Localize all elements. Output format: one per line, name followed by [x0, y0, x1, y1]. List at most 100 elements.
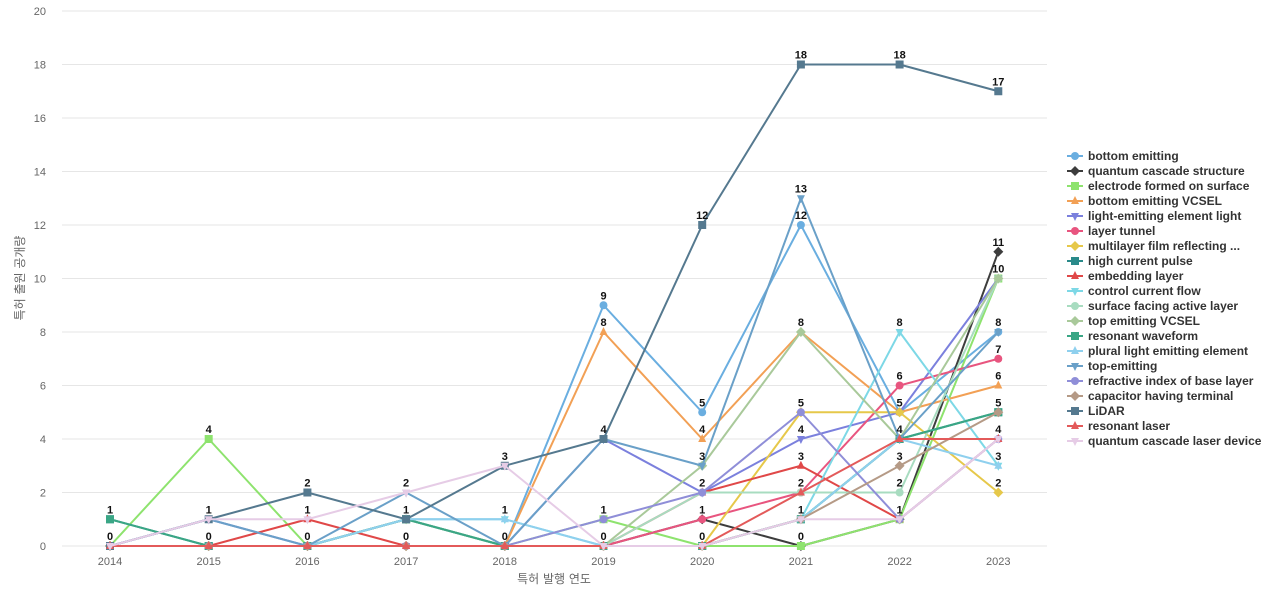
data-point[interactable]	[994, 354, 1003, 363]
data-point[interactable]	[796, 542, 805, 550]
legend-marker[interactable]	[1071, 227, 1079, 235]
data-point[interactable]	[796, 195, 805, 204]
legend-item[interactable]: embedding layer	[1067, 269, 1184, 283]
data-point[interactable]	[204, 541, 213, 549]
legend-item[interactable]: LiDAR	[1067, 404, 1125, 418]
data-point[interactable]	[993, 246, 1004, 257]
legend-item[interactable]: control current flow	[1067, 284, 1201, 298]
series-line[interactable]	[110, 411, 999, 547]
legend-marker[interactable]	[1070, 391, 1080, 401]
data-point[interactable]	[698, 408, 707, 417]
data-point[interactable]	[994, 460, 1003, 469]
legend-marker[interactable]	[1071, 196, 1079, 204]
data-point[interactable]	[993, 407, 1004, 418]
series-16[interactable]	[105, 407, 1004, 551]
legend-item[interactable]: surface facing active layer	[1067, 299, 1238, 313]
data-point[interactable]	[796, 460, 805, 469]
data-point[interactable]	[796, 60, 805, 69]
data-point[interactable]	[303, 516, 312, 525]
legend-item[interactable]: quantum cascade structure	[1067, 164, 1245, 178]
data-point[interactable]	[895, 381, 904, 390]
series-line[interactable]	[110, 411, 999, 547]
data-point[interactable]	[402, 489, 411, 498]
data-point[interactable]	[599, 301, 608, 310]
data-point[interactable]	[106, 515, 114, 524]
series-19[interactable]	[106, 436, 1003, 551]
data-point[interactable]	[500, 514, 509, 523]
legend-item[interactable]: multilayer film reflecting ...	[1067, 239, 1240, 253]
legend-marker[interactable]	[1071, 332, 1079, 340]
series-14[interactable]	[106, 195, 1003, 551]
legend-item[interactable]: light-emitting element light	[1067, 209, 1241, 223]
legend-item[interactable]: capacitor having terminal	[1067, 389, 1233, 403]
legend-marker[interactable]	[1071, 377, 1079, 385]
legend-marker[interactable]	[1070, 166, 1080, 176]
data-point[interactable]	[303, 541, 312, 549]
data-point[interactable]	[204, 516, 213, 525]
series-line[interactable]	[109, 411, 999, 547]
legend-item[interactable]: high current pulse	[1067, 254, 1193, 268]
data-point[interactable]	[796, 487, 805, 496]
data-point[interactable]	[204, 435, 213, 443]
legend-item[interactable]: resonant laser	[1067, 419, 1170, 433]
data-point[interactable]	[895, 516, 904, 525]
legend-marker[interactable]	[1071, 213, 1079, 221]
series-line[interactable]	[109, 411, 999, 547]
data-point[interactable]	[994, 436, 1003, 444]
data-point[interactable]	[698, 515, 707, 524]
series-line[interactable]	[109, 438, 999, 547]
legend-marker[interactable]	[1071, 363, 1079, 371]
data-point[interactable]	[994, 329, 1003, 337]
data-point[interactable]	[599, 327, 608, 335]
legend-item[interactable]: bottom emitting VCSEL	[1067, 194, 1222, 208]
data-point[interactable]	[994, 87, 1003, 96]
series-line[interactable]	[109, 197, 1000, 547]
data-point[interactable]	[895, 329, 904, 337]
data-point[interactable]	[895, 60, 904, 69]
data-point[interactable]	[894, 407, 905, 418]
data-point[interactable]	[500, 541, 509, 549]
legend-marker[interactable]	[1071, 152, 1079, 160]
data-point[interactable]	[698, 543, 707, 551]
data-point[interactable]	[500, 462, 509, 471]
data-point[interactable]	[698, 221, 707, 229]
legend-marker[interactable]	[1071, 288, 1079, 296]
data-point[interactable]	[796, 221, 805, 229]
data-point[interactable]	[698, 434, 707, 442]
legend-marker[interactable]	[1071, 421, 1079, 429]
data-point[interactable]	[698, 462, 707, 471]
legend-item[interactable]: top emitting VCSEL	[1067, 314, 1200, 328]
data-point[interactable]	[402, 515, 411, 524]
data-point[interactable]	[795, 327, 806, 337]
series-6[interactable]	[105, 407, 1004, 551]
legend-marker[interactable]	[1071, 257, 1079, 265]
legend-marker[interactable]	[1071, 438, 1079, 446]
legend-marker[interactable]	[1071, 302, 1079, 310]
legend-item[interactable]: layer tunnel	[1067, 224, 1155, 238]
data-point[interactable]	[599, 515, 608, 524]
legend-item[interactable]: quantum cascade laser device	[1067, 434, 1262, 448]
legend-item[interactable]: resonant waveform	[1067, 329, 1198, 343]
legend-item[interactable]: refractive index of base layer	[1067, 374, 1254, 388]
data-point[interactable]	[993, 487, 1004, 498]
data-point[interactable]	[895, 488, 904, 497]
data-point[interactable]	[894, 460, 905, 471]
data-point[interactable]	[698, 488, 707, 497]
series-line[interactable]	[110, 411, 999, 547]
data-point[interactable]	[796, 516, 805, 525]
data-point[interactable]	[599, 543, 608, 551]
data-point[interactable]	[796, 436, 805, 444]
legend-marker[interactable]	[1071, 271, 1079, 279]
legend-item[interactable]: top-emitting	[1067, 359, 1157, 373]
series-line[interactable]	[109, 63, 999, 547]
data-point[interactable]	[796, 408, 805, 417]
data-point[interactable]	[106, 543, 114, 551]
data-point[interactable]	[402, 541, 411, 549]
series-line[interactable]	[110, 438, 999, 547]
data-point[interactable]	[994, 380, 1003, 389]
data-point[interactable]	[303, 488, 312, 497]
data-point[interactable]	[895, 434, 904, 442]
data-point[interactable]	[599, 435, 608, 443]
legend-item[interactable]: plural light emitting element	[1067, 344, 1248, 358]
series-17[interactable]	[106, 60, 1003, 551]
